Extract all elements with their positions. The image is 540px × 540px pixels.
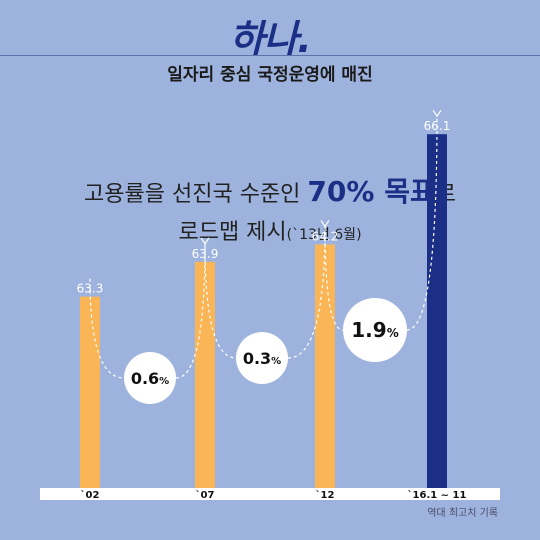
chart-footnote: 역대 최고치 기록 bbox=[427, 508, 498, 519]
category-label-3: `16.1 ~ 11 bbox=[408, 489, 467, 501]
growth-bubble-1 bbox=[236, 332, 288, 384]
growth-unit-2: % bbox=[387, 326, 399, 340]
bar-value-label-0: 63.3 bbox=[77, 282, 104, 296]
category-label-1: `07 bbox=[196, 489, 215, 501]
headline-roadmap: 로드맵 제시 bbox=[178, 220, 287, 245]
bar-2 bbox=[315, 244, 335, 488]
x-axis-band bbox=[40, 488, 500, 500]
growth-number-1: 0.3 bbox=[243, 349, 271, 368]
growth-arrowhead-2 bbox=[432, 109, 442, 118]
header-divider bbox=[0, 55, 540, 56]
bar-3 bbox=[427, 134, 447, 488]
growth-arrow-in-2 bbox=[324, 226, 344, 331]
bar-value-label-2: 64.2 bbox=[312, 229, 339, 243]
growth-arrow-out-1 bbox=[287, 226, 326, 359]
growth-bubble-0 bbox=[124, 352, 176, 404]
growth-arrowhead-1 bbox=[320, 220, 330, 228]
category-label-0: `02 bbox=[81, 489, 100, 501]
growth-unit-0: % bbox=[159, 376, 169, 387]
growth-number-2: 1.9 bbox=[351, 318, 386, 342]
page-subtitle: 일자리 중심 국정운영에 매진 bbox=[167, 65, 373, 85]
headline-line-2: 로드맵 제시(`13년 6월) bbox=[0, 214, 540, 246]
bar-0 bbox=[80, 296, 100, 488]
category-label-2: `12 bbox=[316, 489, 335, 501]
growth-label-2: 1.9% bbox=[351, 318, 398, 342]
growth-arrowhead-0 bbox=[200, 237, 210, 245]
headline-prefix: 고용률을 선진국 수준인 bbox=[84, 182, 308, 207]
growth-label-0: 0.6% bbox=[131, 369, 169, 388]
growth-bubble-2 bbox=[343, 298, 407, 362]
growth-arrow-out-0 bbox=[175, 243, 206, 379]
page-title: 하나. bbox=[229, 17, 311, 61]
growth-label-1: 0.3% bbox=[243, 349, 281, 368]
headline-date-note: (`13년 6월) bbox=[286, 227, 362, 243]
growth-arrow-in-1 bbox=[204, 243, 237, 359]
bar-1 bbox=[195, 261, 215, 488]
growth-number-0: 0.6 bbox=[131, 369, 159, 388]
growth-arrow-out-2 bbox=[406, 116, 438, 331]
headline-highlight: 70% 목표 bbox=[307, 175, 436, 208]
growth-arrow-in-0 bbox=[89, 278, 125, 379]
growth-unit-1: % bbox=[271, 356, 281, 367]
